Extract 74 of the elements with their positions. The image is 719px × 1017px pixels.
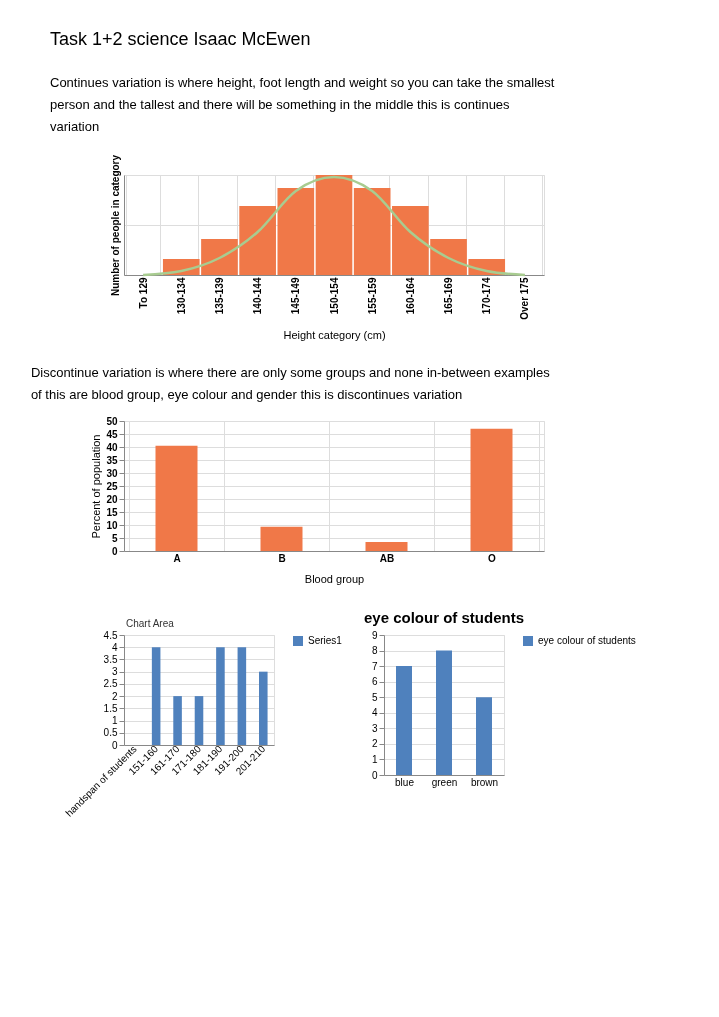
x-tick-label: 140-144 [252,277,264,315]
x-tick-label: 170-174 [481,277,493,315]
y-axis-title: Percent of population [90,434,103,539]
x-tick-label: O [488,552,497,564]
y-tick-label: 0 [371,769,378,781]
x-tick-label: brown [470,776,499,788]
chart-title: eye colour of students [363,609,525,626]
y-tick-label: 6 [371,676,378,688]
y-tick-label: 8 [371,645,378,657]
x-tick-label: Over 175 [519,277,531,320]
y-tick-label: 50 [106,415,118,427]
bar [194,696,204,745]
chart-subtitle: Continues variation is where height, foot length and weight so you can take the smallest person and the tallest and there will be something in the middle this is continues variation [50,75,555,135]
y-tick-label: 35 [106,454,118,466]
y-tick-label: 9 [371,629,378,641]
y-tick-label: 40 [106,441,118,453]
x-tick-label: blue [395,776,415,788]
bar [436,650,452,775]
y-axis-title: Number of people in category [109,154,121,297]
bar [259,671,268,745]
x-tick-label: 145-149 [290,277,302,315]
bar [396,666,412,775]
y-tick-label: 2.5 [103,678,118,690]
bar [151,647,161,745]
bar [173,696,182,745]
bar [237,647,247,745]
chart-title: Task 1+2 science Isaac McEwen [50,29,311,50]
x-tick-label: 160-164 [404,277,416,315]
y-tick-label: 5 [371,691,378,703]
x-tick-label: green [431,776,458,788]
bar [476,697,492,775]
chart-subtitle: Discontinue variation is where there are only some groups and none in-between examples of this are blood group, eye colour and gender this is discontinues variation [30,365,551,402]
text: Chart Area [126,618,175,629]
x-axis-title: Blood group [304,572,365,585]
legend-label: Series1 [308,635,343,646]
y-tick-label: 4.5 [103,629,118,641]
y-tick-label: 0 [111,739,118,751]
y-tick-label: 15 [106,506,118,518]
x-tick-label: 165-169 [443,277,455,315]
bar [260,526,303,551]
y-tick-label: 0 [111,545,118,557]
y-tick-label: 20 [106,493,118,505]
y-tick-label: 45 [106,428,118,440]
y-tick-label: 3 [371,722,378,734]
bar [470,428,513,551]
bar [216,647,225,745]
x-tick-label: AB [379,552,395,564]
legend-label: eye colour of students [538,635,636,646]
y-tick-label: 2 [111,690,118,702]
y-tick-label: 4 [111,641,118,653]
y-tick-label: 1 [111,715,118,727]
x-tick-label: 135-139 [213,277,225,315]
x-tick-label: B [278,552,286,564]
x-tick-label: 150-154 [328,277,340,315]
x-tick-label: 155-159 [366,277,378,315]
y-tick-label: 4 [371,707,378,719]
bar [365,541,408,551]
x-tick-label: 130-134 [175,277,187,315]
y-tick-label: 30 [106,467,118,479]
y-tick-label: 10 [106,519,118,531]
y-tick-label: 1 [371,753,378,765]
x-tick-label: To 129 [137,277,149,309]
y-tick-label: 1.5 [103,702,118,714]
y-tick-label: 0.5 [103,727,118,739]
y-tick-label: 5 [111,532,118,544]
bar [315,175,353,275]
y-tick-label: 7 [371,660,378,672]
y-tick-label: 3.5 [103,653,118,665]
x-tick-label: A [173,552,181,564]
y-tick-label: 2 [371,738,378,750]
x-axis-title: Height category (cm) [283,328,386,341]
bar [155,445,198,551]
y-tick-label: 3 [111,666,118,678]
y-tick-label: 25 [106,480,118,492]
